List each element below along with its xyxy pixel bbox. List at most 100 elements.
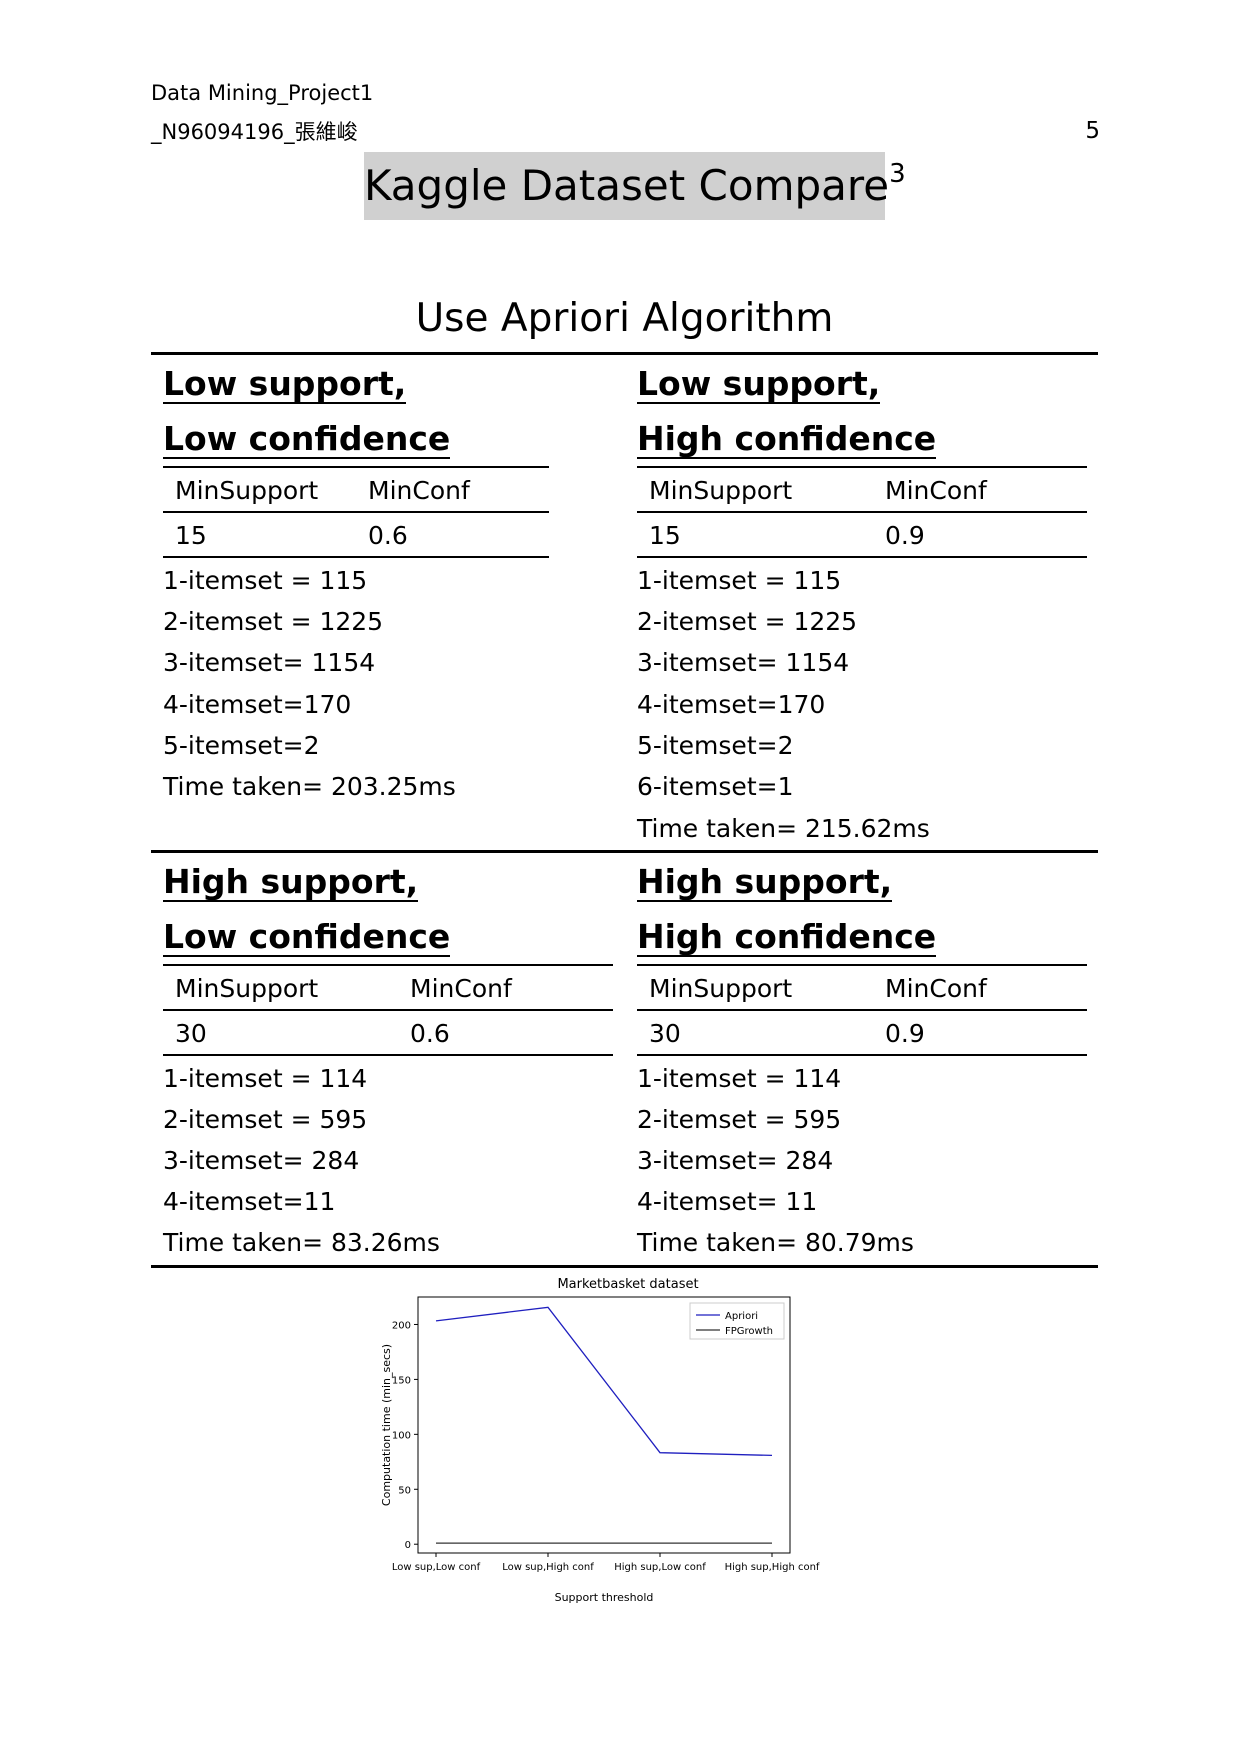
legend-box	[689, 1302, 785, 1340]
col-header-min-support: MinSupport	[649, 476, 793, 505]
param-table-top-rule	[163, 964, 613, 966]
result-line: 3-itemset= 1154	[163, 648, 376, 677]
result-line: 1-itemset = 114	[637, 1064, 842, 1093]
quadrant-title-line2: High confidence	[637, 917, 937, 957]
value-min-conf: 0.6	[368, 521, 408, 550]
value-min-conf: 0.6	[410, 1019, 450, 1048]
result-line: 1-itemset = 114	[163, 1064, 368, 1093]
value-min-support: 15	[175, 521, 207, 550]
x-axis-label: Support threshold	[555, 1591, 654, 1604]
result-line: 1-itemset = 115	[637, 566, 842, 595]
col-header-min-conf: MinConf	[885, 974, 987, 1003]
param-table-bottom-rule	[163, 556, 549, 558]
param-table-bottom-rule	[637, 556, 1087, 558]
result-line: 3-itemset= 284	[637, 1146, 834, 1175]
result-line: 2-itemset = 1225	[637, 607, 858, 636]
quadrant-title-line1: High support,	[163, 862, 419, 902]
y-axis-label: Computation time (min_secs)	[380, 1344, 393, 1506]
series-lines	[435, 1306, 773, 1544]
value-min-support: 15	[649, 521, 681, 550]
table-bottom-rule	[151, 1265, 1098, 1268]
quadrant-title-line2: Low confidence	[163, 419, 451, 459]
x-tick-label: High sup,High conf	[725, 1562, 820, 1573]
y-tick-label: 200	[392, 1320, 411, 1331]
result-line: 2-itemset = 1225	[163, 607, 384, 636]
y-tick-label: 150	[392, 1375, 411, 1386]
series-line-apriori	[435, 1306, 773, 1457]
value-min-conf: 0.9	[885, 521, 925, 550]
param-table-header-rule	[163, 511, 549, 513]
param-table-top-rule	[637, 466, 1087, 468]
footnote-marker: 3	[889, 159, 906, 189]
param-table-top-rule	[637, 964, 1087, 966]
algorithm-title: Use Apriori Algorithm	[415, 296, 834, 341]
quadrant-title-line2: Low confidence	[163, 917, 451, 957]
col-header-min-conf: MinConf	[885, 476, 987, 505]
computation-time-chart: Marketbasket dataset 0 50 100 150 200 Low su…	[380, 1277, 820, 1604]
page-number: 5	[1085, 118, 1100, 144]
legend-label: FPGrowth	[725, 1326, 773, 1337]
header-student-id: _N96094196_張維峻	[151, 120, 358, 144]
param-table-header-rule	[637, 511, 1087, 513]
value-min-conf: 0.9	[885, 1019, 925, 1048]
y-tick-label: 50	[398, 1485, 411, 1496]
title-text: High support,	[637, 862, 893, 902]
col-header-min-conf: MinConf	[368, 476, 470, 505]
col-header-min-support: MinSupport	[649, 974, 793, 1003]
chart-legend: Apriori FPGrowth	[689, 1302, 785, 1340]
col-header-min-conf: MinConf	[410, 974, 512, 1003]
table-top-rule	[151, 352, 1098, 355]
value-min-support: 30	[175, 1019, 207, 1048]
result-line: 2-itemset = 595	[163, 1105, 368, 1134]
result-line: 5-itemset=2	[637, 731, 794, 760]
param-table-header-rule	[637, 1009, 1087, 1011]
result-line: 6-itemset=1	[637, 772, 794, 801]
title-text: Low support,	[163, 364, 407, 404]
page-title-text: Kaggle Dataset Compare	[364, 161, 890, 210]
time-taken: Time taken= 83.26ms	[163, 1228, 440, 1257]
y-tick-label: 100	[392, 1430, 411, 1441]
x-tick-label: Low sup,Low conf	[392, 1562, 481, 1573]
param-table-header-rule	[163, 1009, 613, 1011]
result-line: 3-itemset= 284	[163, 1146, 360, 1175]
header-course: Data Mining_Project1	[151, 81, 374, 105]
quadrant-title-line2: High confidence	[637, 419, 937, 459]
col-header-min-support: MinSupport	[175, 974, 319, 1003]
title-text: Low support,	[637, 364, 881, 404]
time-taken: Time taken= 203.25ms	[163, 772, 456, 801]
title-text: Low confidence	[163, 917, 451, 957]
y-axis: 0 50 100 150 200	[392, 1320, 418, 1551]
x-tick-label: High sup,Low conf	[614, 1562, 706, 1573]
page-title: Kaggle Dataset Compare3	[364, 152, 906, 220]
result-line: 4-itemset=170	[637, 690, 826, 719]
title-text: High support,	[163, 862, 419, 902]
result-line: 1-itemset = 115	[163, 566, 368, 595]
result-line: 4-itemset=170	[163, 690, 352, 719]
time-taken: Time taken= 215.62ms	[637, 814, 930, 843]
legend-label: Apriori	[725, 1311, 758, 1322]
chart-title: Marketbasket dataset	[557, 1277, 698, 1292]
param-table-bottom-rule	[637, 1054, 1087, 1056]
result-line: 4-itemset=11	[163, 1187, 336, 1216]
result-line: 4-itemset= 11	[637, 1187, 818, 1216]
title-text: High confidence	[637, 419, 937, 459]
quadrant-title-line1: High support,	[637, 862, 893, 902]
result-line: 3-itemset= 1154	[637, 648, 850, 677]
col-header-min-support: MinSupport	[175, 476, 319, 505]
x-axis: Low sup,Low conf Low sup,High conf High su…	[392, 1553, 820, 1573]
table-middle-rule	[151, 850, 1098, 853]
y-tick-label: 0	[405, 1540, 411, 1551]
value-min-support: 30	[649, 1019, 681, 1048]
plot-area	[417, 1296, 791, 1554]
quadrant-title-line1: Low support,	[163, 364, 407, 404]
quadrant-title-line1: Low support,	[637, 364, 881, 404]
time-taken: Time taken= 80.79ms	[637, 1228, 914, 1257]
param-table-top-rule	[163, 466, 549, 468]
param-table-bottom-rule	[163, 1054, 613, 1056]
title-text: Low confidence	[163, 419, 451, 459]
result-line: 5-itemset=2	[163, 731, 320, 760]
x-tick-label: Low sup,High conf	[502, 1562, 594, 1573]
result-line: 2-itemset = 595	[637, 1105, 842, 1134]
title-text: High confidence	[637, 917, 937, 957]
